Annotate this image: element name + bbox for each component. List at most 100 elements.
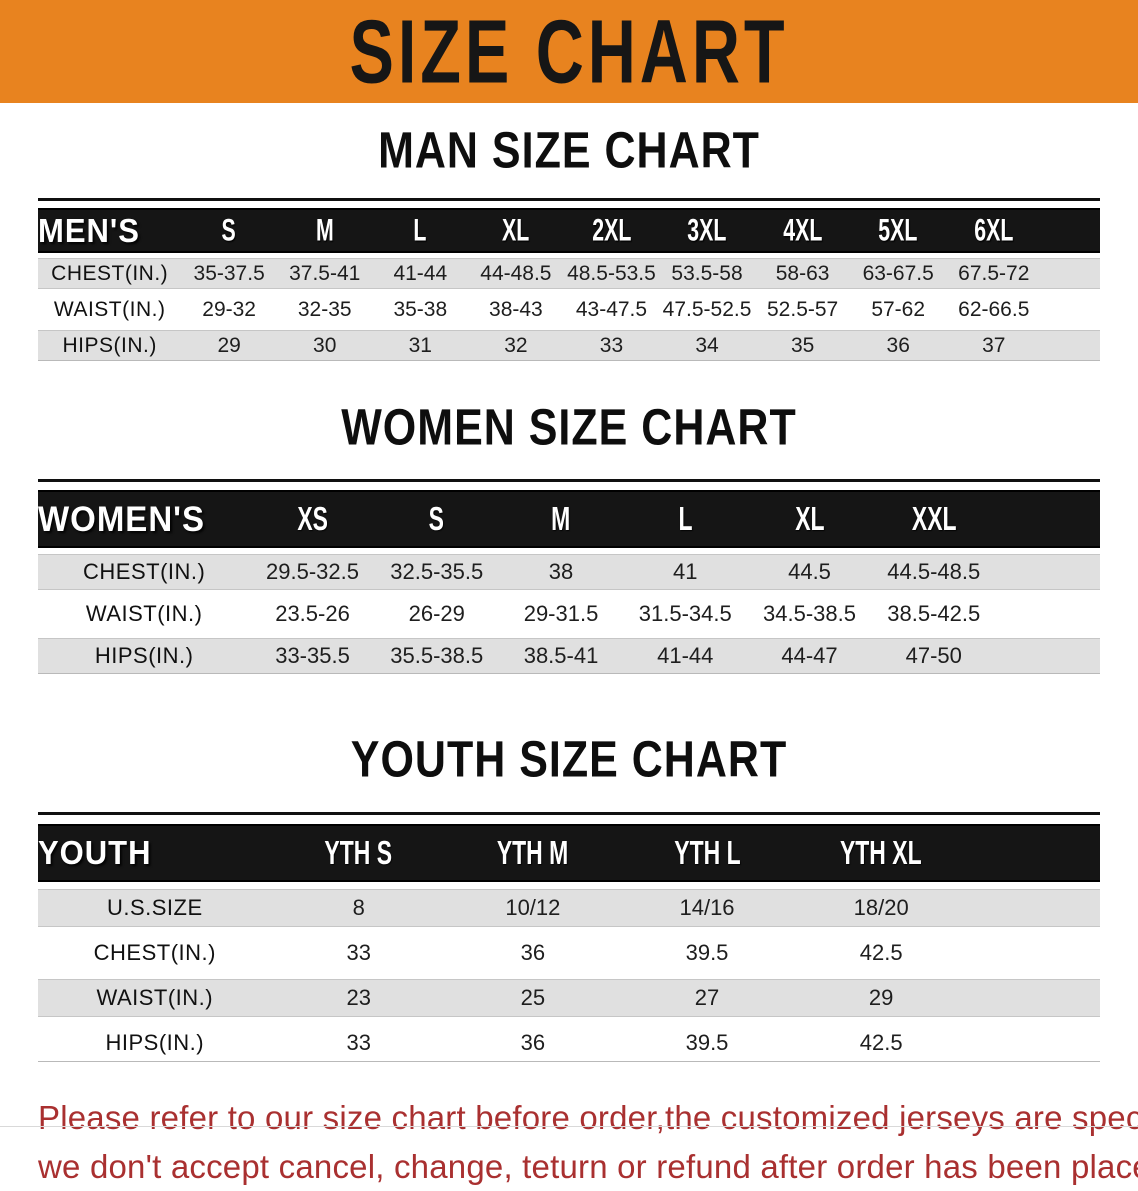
youth-table-corner-label: YOUTH xyxy=(38,824,272,882)
size-value: 34 xyxy=(659,330,755,361)
size-value-filler xyxy=(995,554,1100,590)
row-label: CHEST(IN.) xyxy=(38,258,182,289)
size-value: 8 xyxy=(271,889,446,927)
men-table-corner-label: MEN'S xyxy=(38,208,182,253)
size-value: 62-66.5 xyxy=(945,294,1042,325)
disclaimer-line-2: we don't accept cancel, change, teturn o… xyxy=(38,1148,1138,1185)
youth-size-table: YOUTH YTH S YTH M YTH L YTH XL U.S.SIZE … xyxy=(38,817,1100,1069)
size-value: 47-50 xyxy=(871,638,996,674)
size-value-filler xyxy=(995,638,1100,674)
size-value: 31 xyxy=(372,330,469,361)
size-value: 32 xyxy=(468,330,564,361)
men-size-column-header: L xyxy=(372,208,469,253)
men-chest-row: CHEST(IN.) 35-37.5 37.5-41 41-44 44-48.5… xyxy=(38,258,1100,289)
youth-header-filler xyxy=(968,824,1100,882)
size-value: 44-47 xyxy=(747,638,872,674)
size-value: 47.5-52.5 xyxy=(659,294,755,325)
row-label: HIPS(IN.) xyxy=(38,638,251,674)
size-value-filler xyxy=(968,1024,1100,1062)
youth-section-title: YOUTH SIZE CHART xyxy=(0,732,1138,789)
men-size-column-header: 3XL xyxy=(659,208,755,253)
size-value: 42.5 xyxy=(794,1024,969,1062)
size-value: 42.5 xyxy=(794,934,969,972)
women-size-column-header: M xyxy=(498,490,624,548)
men-size-column-header: 2XL xyxy=(563,208,660,253)
women-chest-row: CHEST(IN.) 29.5-32.5 32.5-35.5 38 41 44.… xyxy=(38,554,1100,590)
size-value: 33 xyxy=(271,934,446,972)
size-value: 33 xyxy=(563,330,660,361)
women-size-column-header: XXL xyxy=(871,490,996,548)
size-value: 14/16 xyxy=(619,889,795,927)
row-label: U.S.SIZE xyxy=(38,889,272,927)
size-value: 23.5-26 xyxy=(250,596,375,632)
women-header-row: WOMEN'S XS S M L XL XXL xyxy=(38,490,1100,548)
women-size-column-header: L xyxy=(623,490,748,548)
man-section-title: MAN SIZE CHART xyxy=(0,123,1138,180)
size-chart-banner: SIZE CHART xyxy=(0,0,1138,103)
size-value: 33-35.5 xyxy=(250,638,375,674)
size-value: 44.5 xyxy=(747,554,872,590)
size-value: 58-63 xyxy=(754,258,851,289)
size-value: 36 xyxy=(445,1024,620,1062)
size-value: 35.5-38.5 xyxy=(374,638,499,674)
men-hips-row: HIPS(IN.) 29 30 31 32 33 34 35 36 37 xyxy=(38,330,1100,361)
size-value: 29 xyxy=(794,979,969,1017)
size-value: 41 xyxy=(623,554,748,590)
size-value: 57-62 xyxy=(850,294,946,325)
size-value: 29.5-32.5 xyxy=(250,554,375,590)
size-value-filler xyxy=(1041,258,1100,289)
size-value: 43-47.5 xyxy=(563,294,660,325)
size-value-filler xyxy=(1041,294,1100,325)
women-hips-row: HIPS(IN.) 33-35.5 35.5-38.5 38.5-41 41-4… xyxy=(38,638,1100,674)
youth-size-column-header: YTH M xyxy=(445,824,620,882)
size-value: 36 xyxy=(850,330,946,361)
women-size-column-header: XS xyxy=(250,490,375,548)
women-size-table: WOMEN'S XS S M L XL XXL CHEST(IN.) 29.5-… xyxy=(38,484,1100,680)
row-label: HIPS(IN.) xyxy=(38,1024,272,1062)
size-value: 23 xyxy=(271,979,446,1017)
size-value: 44-48.5 xyxy=(468,258,564,289)
row-label: CHEST(IN.) xyxy=(38,934,272,972)
size-value: 37 xyxy=(945,330,1042,361)
row-label: WAIST(IN.) xyxy=(38,596,251,632)
youth-size-table-wrap: YOUTH YTH S YTH M YTH L YTH XL U.S.SIZE … xyxy=(38,812,1100,1069)
banner-title: SIZE CHART xyxy=(349,1,789,102)
size-value: 44.5-48.5 xyxy=(871,554,996,590)
size-value: 35-37.5 xyxy=(181,258,277,289)
row-label: HIPS(IN.) xyxy=(38,330,182,361)
men-size-table: MEN'S S M L XL 2XL 3XL 4XL 5XL 6XL CHEST… xyxy=(38,203,1100,366)
size-value: 25 xyxy=(445,979,620,1017)
size-value: 30 xyxy=(276,330,373,361)
youth-hips-row: HIPS(IN.) 33 36 39.5 42.5 xyxy=(38,1024,1100,1062)
size-value: 39.5 xyxy=(619,1024,795,1062)
size-value: 63-67.5 xyxy=(850,258,946,289)
size-value: 39.5 xyxy=(619,934,795,972)
women-section-title: WOMEN SIZE CHART xyxy=(0,400,1138,457)
size-value: 31.5-34.5 xyxy=(623,596,748,632)
men-size-column-header: XL xyxy=(468,208,564,253)
size-value: 53.5-58 xyxy=(659,258,755,289)
men-size-column-header: 5XL xyxy=(850,208,946,253)
size-value: 38.5-41 xyxy=(498,638,624,674)
youth-size-column-header: YTH L xyxy=(619,824,795,882)
size-value: 32.5-35.5 xyxy=(374,554,499,590)
size-value: 26-29 xyxy=(374,596,499,632)
women-section-title-text: WOMEN SIZE CHART xyxy=(341,399,797,457)
size-value: 29-32 xyxy=(181,294,277,325)
disclaimer-text: Please refer to our size chart before or… xyxy=(38,1093,1138,1191)
size-value: 10/12 xyxy=(445,889,620,927)
size-value-filler xyxy=(1041,330,1100,361)
row-label: WAIST(IN.) xyxy=(38,294,182,325)
size-value-filler xyxy=(968,889,1100,927)
size-value: 18/20 xyxy=(794,889,969,927)
size-value-filler xyxy=(995,596,1100,632)
size-value: 41-44 xyxy=(372,258,469,289)
men-size-column-header: M xyxy=(276,208,373,253)
row-label: CHEST(IN.) xyxy=(38,554,251,590)
men-header-row: MEN'S S M L XL 2XL 3XL 4XL 5XL 6XL xyxy=(38,208,1100,253)
size-value: 37.5-41 xyxy=(276,258,373,289)
youth-size-column-header: YTH XL xyxy=(794,824,969,882)
size-value: 48.5-53.5 xyxy=(563,258,660,289)
size-value: 35-38 xyxy=(372,294,469,325)
size-value: 67.5-72 xyxy=(945,258,1042,289)
